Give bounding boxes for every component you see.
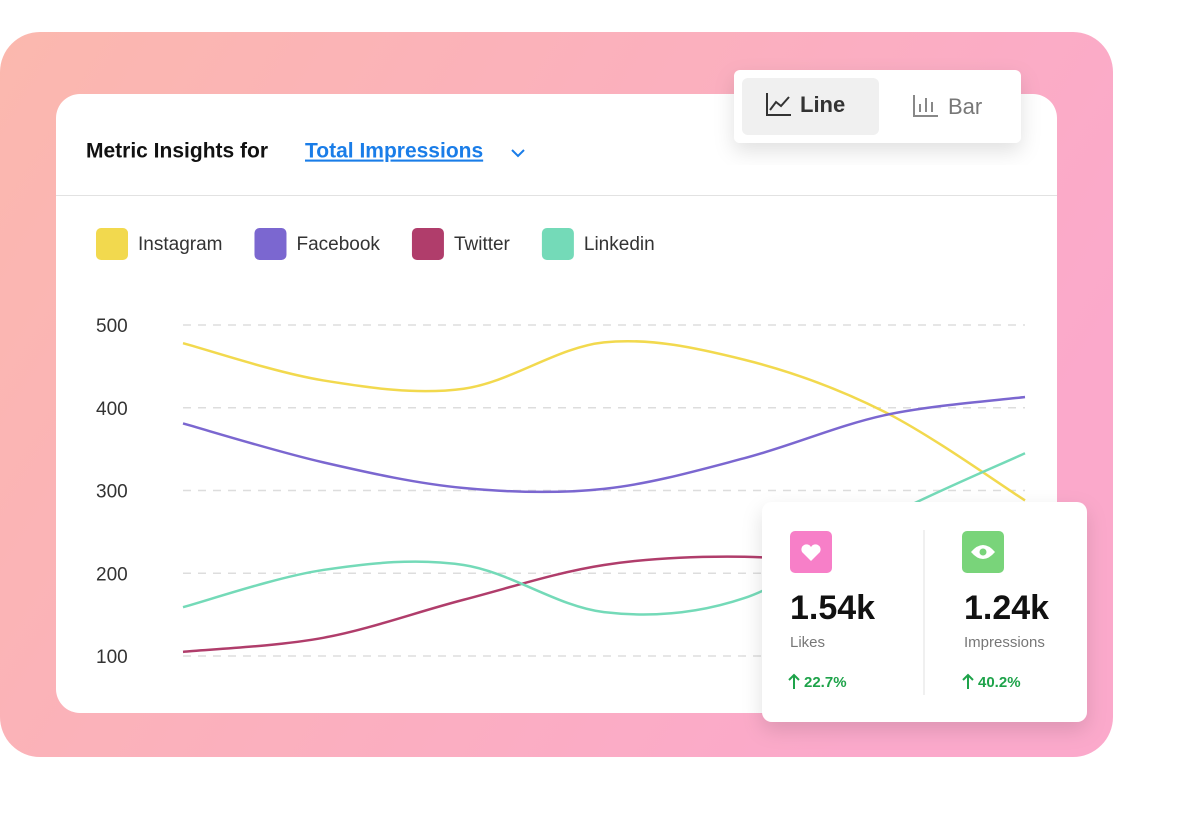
stat-value: 1.24k (964, 589, 1049, 627)
legend-label[interactable]: Instagram (138, 234, 222, 255)
legend-swatch (254, 228, 287, 260)
y-tick-label: 200 (96, 564, 128, 585)
stat-value: 1.54k (790, 589, 875, 627)
legend-swatch (411, 228, 444, 260)
toggle-line[interactable]: Line (800, 92, 845, 117)
stat-change: 22.7% (804, 674, 847, 691)
series-line (182, 395, 1026, 494)
up-arrow (788, 673, 800, 689)
pupil (979, 548, 987, 556)
toggle-bar[interactable]: Bar (948, 94, 982, 119)
stat-label: Likes (790, 634, 825, 651)
chevron[interactable] (511, 149, 525, 158)
y-tick-label: 100 (96, 647, 128, 668)
stat-label: Impressions (964, 634, 1045, 651)
heart (801, 544, 821, 561)
line-icon[interactable] (766, 93, 791, 116)
y-tick-label: 300 (96, 482, 128, 503)
legend-swatch (541, 228, 574, 260)
stats: 1.54k Likes 22.7% 1.24k Impressions 40.2% (788, 589, 1049, 691)
toggle-active (742, 78, 879, 135)
metric-select[interactable]: Total Impressions (305, 140, 483, 163)
legend-label[interactable]: Facebook (296, 234, 380, 255)
y-tick-label: 500 (96, 316, 128, 337)
stat-change: 40.2% (978, 674, 1021, 691)
title: Metric Insights for (86, 140, 268, 163)
up-arrow (962, 673, 974, 689)
legend-label[interactable]: Linkedin (584, 234, 655, 255)
legend-swatch (96, 228, 128, 260)
series-line (182, 339, 1026, 502)
y-tick-label: 400 (96, 399, 128, 420)
chart: 100 200 300 400 500 Instagram Facebook Twitter L… (96, 228, 1026, 668)
legend-label[interactable]: Twitter (454, 234, 511, 255)
bar-icon[interactable] (913, 95, 938, 117)
